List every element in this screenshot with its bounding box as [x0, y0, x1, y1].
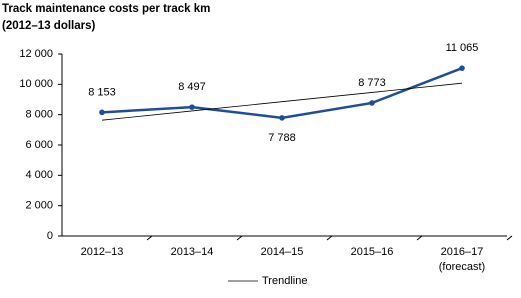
y-tick-label: 12 000	[19, 48, 53, 60]
data-label: 8 153	[88, 86, 116, 98]
chart-subtitle: (2012–13 dollars)	[2, 20, 96, 32]
chart-title: Track maintenance costs per track km	[2, 3, 210, 15]
y-tick-label: 10 000	[19, 78, 53, 90]
data-point	[189, 104, 195, 110]
data-label: 11 065	[446, 42, 479, 54]
data-point	[99, 109, 105, 116]
x-tick-label: 2014–15	[261, 246, 304, 258]
data-point	[279, 115, 285, 121]
y-tick-label: 8 000	[25, 109, 53, 121]
data-label: 7 788	[268, 132, 296, 144]
x-tick	[236, 235, 243, 241]
x-tick-label: 2015–16	[351, 246, 394, 258]
y-tick-label: 4 000	[25, 169, 53, 181]
x-tick	[506, 235, 513, 241]
x-tick	[416, 235, 423, 241]
data-line	[101, 67, 463, 120]
y-tick-label: 6 000	[25, 139, 53, 151]
x-tick	[146, 235, 153, 241]
trendline	[101, 82, 463, 121]
x-tick-label: 2016–17	[441, 246, 484, 258]
x-tick-label: 2013–14	[171, 246, 214, 258]
data-label: 8 497	[178, 81, 206, 93]
y-tick-label: 0	[47, 230, 53, 242]
y-tick-label: 2 000	[25, 200, 53, 212]
x-tick	[326, 235, 333, 241]
x-tick-label: (forecast)	[439, 261, 485, 273]
data-point	[459, 65, 465, 71]
data-point	[369, 100, 375, 106]
legend-label: Trendline	[262, 275, 307, 287]
data-label: 8 773	[358, 77, 386, 89]
x-tick-label: 2012–13	[81, 246, 124, 258]
